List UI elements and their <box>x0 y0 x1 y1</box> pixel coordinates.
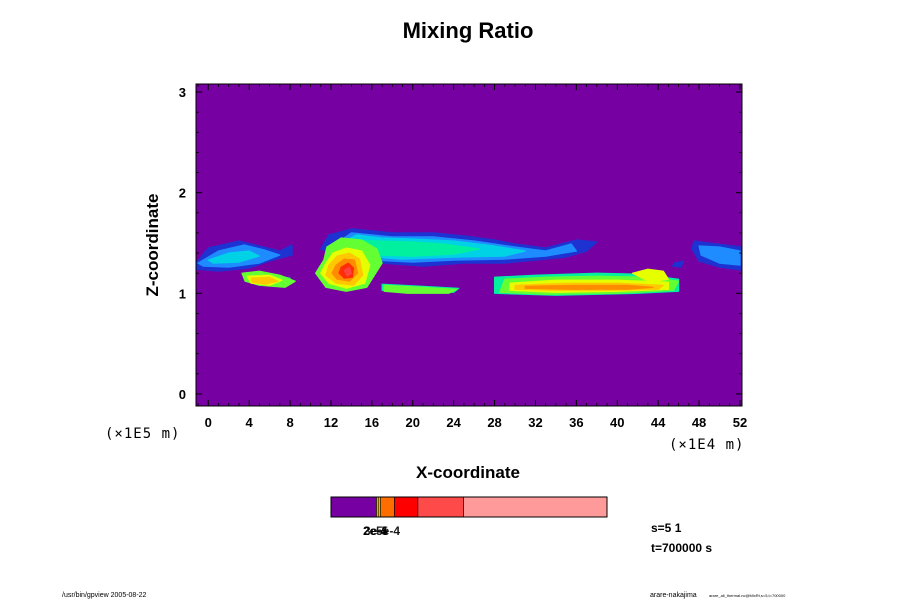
colorbar <box>330 496 608 518</box>
x-axis-unit: (×1E4 m) <box>669 437 744 453</box>
y-tick-label-0: 0 <box>179 387 186 402</box>
x-axis-label: X-coordinate <box>416 463 520 482</box>
colorbar-segment-2 <box>377 496 382 518</box>
heatmap-region-level-7-1 <box>524 284 654 290</box>
colorbar-label-5e-4: 5e-4 <box>376 524 400 538</box>
chart-title: Mixing Ratio <box>403 18 534 43</box>
colorbar-segment-5 <box>417 496 464 518</box>
x-tick-label-28: 28 <box>487 415 501 430</box>
heatmap-region-level-5-3 <box>631 268 670 283</box>
footer-right-main: arare-nakajima <box>650 592 697 599</box>
footer-right-small: arare_all_thermal.nc@MixRt,s=5,t=700000 <box>709 593 786 598</box>
heatmap-region-level-0-3 <box>671 260 685 268</box>
heatmap-region-level-4-3 <box>383 284 458 294</box>
plot-frame <box>195 83 743 407</box>
x-tick-label-48: 48 <box>692 415 706 430</box>
footer-left: /usr/bin/gpview 2005-08-22 <box>62 592 147 599</box>
heatmap-region-level-2-1 <box>207 250 260 264</box>
heatmap-layers <box>196 228 742 296</box>
x-tick-label-24: 24 <box>446 415 461 430</box>
colorbar-segment-0 <box>330 496 377 518</box>
colorbar-label-3e-5: 3e-5 <box>364 524 388 538</box>
colorbar-segment-4 <box>394 496 419 518</box>
y-tick-label-3: 3 <box>179 85 186 100</box>
y-tick-label-1: 1 <box>179 286 186 301</box>
colorbar-label-2e-4: 2e-4 <box>363 524 387 538</box>
y-axis-unit: (×1E5 m) <box>105 426 180 442</box>
x-tick-label-4: 4 <box>246 415 254 430</box>
heatmap-region-level-1-2 <box>698 245 741 266</box>
heatmap-region-level-9-0 <box>343 266 352 277</box>
x-tick-label-16: 16 <box>365 415 379 430</box>
x-tick-label-8: 8 <box>286 415 293 430</box>
colorbar-segment-6 <box>463 496 608 518</box>
colorbar-frame <box>330 496 608 518</box>
x-tick-label-20: 20 <box>406 415 420 430</box>
info-t: t=700000 s <box>651 541 712 555</box>
x-tick-label-36: 36 <box>569 415 583 430</box>
x-tick-label-32: 32 <box>528 415 542 430</box>
x-tick-label-44: 44 <box>651 415 666 430</box>
x-tick-label-0: 0 <box>205 415 212 430</box>
x-tick-label-52: 52 <box>733 415 747 430</box>
plot-area <box>195 83 743 407</box>
info-s: s=5 1 <box>651 521 682 535</box>
colorbar-segment-3 <box>380 496 395 518</box>
x-tick-label-40: 40 <box>610 415 624 430</box>
y-tick-label-2: 2 <box>179 186 186 201</box>
y-axis-label: Z-coordinate <box>143 194 162 297</box>
x-tick-label-12: 12 <box>324 415 338 430</box>
heatmap-region-level-6-2 <box>250 276 279 285</box>
